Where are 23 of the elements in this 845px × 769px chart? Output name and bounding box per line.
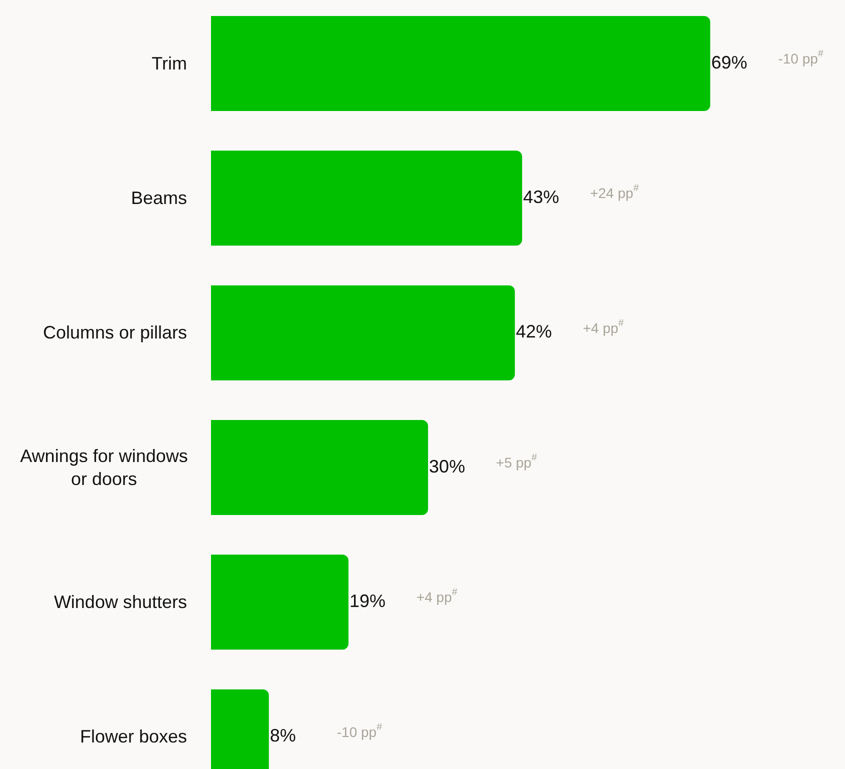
data-label: 69% <box>711 52 748 72</box>
text: -10 pp$^{#}$ <box>778 48 824 66</box>
y-tick-label: Window shutters <box>54 592 187 612</box>
data-label: 8% <box>270 726 296 746</box>
y-tick-label: Flower boxes <box>80 726 187 747</box>
bar <box>211 420 428 515</box>
data-label: 42% <box>516 322 552 342</box>
data-label: 43% <box>523 186 560 207</box>
y-tick-label: Beams <box>130 188 187 208</box>
y-tick-label: Trim <box>152 53 187 74</box>
annotation: +4 pp$^{#}$ <box>582 318 624 336</box>
annotation: +4 pp$^{#}$ <box>416 587 458 605</box>
annotation: -10 pp$^{#}$ <box>336 722 383 740</box>
bar <box>211 16 710 111</box>
bar <box>211 150 522 246</box>
bar <box>211 285 515 380</box>
annotation: +24 pp$^{#}$ <box>590 183 640 201</box>
annotation: +5 pp$^{#}$ <box>496 452 538 470</box>
y-tick-label: Awnings for windows or doors <box>20 446 188 489</box>
data-label: 30% <box>429 456 466 476</box>
data-label: 19% <box>349 590 386 611</box>
bar <box>211 554 348 650</box>
y-tick-label: Columns or pillars <box>42 322 187 343</box>
